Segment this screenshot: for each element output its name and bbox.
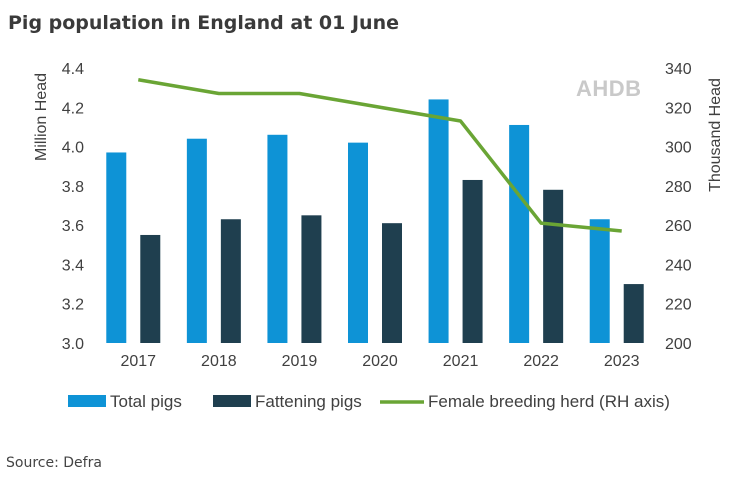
x-tick-label: 2017 xyxy=(120,353,156,370)
source-note: Source: Defra xyxy=(6,455,102,471)
bar-total-pigs-2018 xyxy=(186,138,207,343)
legend-swatch-total-pigs xyxy=(68,395,106,407)
legend-label-total-pigs: Total pigs xyxy=(110,392,182,411)
y-left-tick-label: 3.2 xyxy=(62,297,84,314)
y-right-tick-label: 340 xyxy=(665,61,692,78)
x-tick-label: 2022 xyxy=(523,353,559,370)
y-right-tick-label: 260 xyxy=(665,218,692,235)
y-left-tick-label: 4.4 xyxy=(62,61,84,78)
y-left-tick-label: 3.6 xyxy=(62,218,84,235)
bar-total-pigs-2022 xyxy=(509,124,530,343)
legend-label-breeding-herd: Female breeding herd (RH axis) xyxy=(428,392,670,411)
y-right-tick-label: 220 xyxy=(665,297,692,314)
y-left-tick-label: 4.0 xyxy=(62,140,84,157)
y-left-tick-label: 4.2 xyxy=(62,100,84,117)
y-right-tick-label: 320 xyxy=(665,100,692,117)
bar-fattening-pigs-2023 xyxy=(623,284,644,343)
bar-total-pigs-2021 xyxy=(428,99,449,343)
bar-fattening-pigs-2022 xyxy=(543,189,564,343)
bar-total-pigs-2019 xyxy=(267,134,288,343)
bar-total-pigs-2023 xyxy=(589,219,610,343)
line-female-breeding-herd xyxy=(137,78,622,233)
bar-fattening-pigs-2021 xyxy=(462,179,483,343)
y-right-tick-label: 200 xyxy=(665,336,692,353)
bar-total-pigs-2020 xyxy=(348,142,368,343)
y-right-tick-label: 240 xyxy=(665,257,692,274)
bar-fattening-pigs-2018 xyxy=(220,219,241,343)
bar-fattening-pigs-2020 xyxy=(382,223,402,343)
y-right-tick-label: 300 xyxy=(665,140,692,157)
legend-label-fattening-pigs: Fattening pigs xyxy=(255,392,362,411)
bar-fattening-pigs-2017 xyxy=(140,234,161,343)
y-left-tick-label: 3.8 xyxy=(62,179,84,196)
x-tick-label: 2020 xyxy=(362,353,398,370)
y-right-tick-label: 280 xyxy=(665,179,692,196)
legend-swatch-fattening-pigs xyxy=(213,395,251,407)
bar-fattening-pigs-2019 xyxy=(301,215,322,343)
y-left-tick-label: 3.0 xyxy=(62,336,84,353)
x-tick-label: 2018 xyxy=(201,353,237,370)
chart-title: Pig population in England at 01 June xyxy=(8,12,399,34)
x-tick-label: 2021 xyxy=(443,353,479,370)
x-tick-label: 2023 xyxy=(604,353,640,370)
y-axis-left-title: Million Head xyxy=(33,73,50,161)
x-tick-label: 2019 xyxy=(282,353,318,370)
ahdb-logo-watermark: AHDB xyxy=(576,76,642,101)
y-axis-right-title: Thousand Head xyxy=(707,78,724,192)
bar-total-pigs-2017 xyxy=(106,152,127,343)
y-left-tick-label: 3.4 xyxy=(62,257,84,274)
